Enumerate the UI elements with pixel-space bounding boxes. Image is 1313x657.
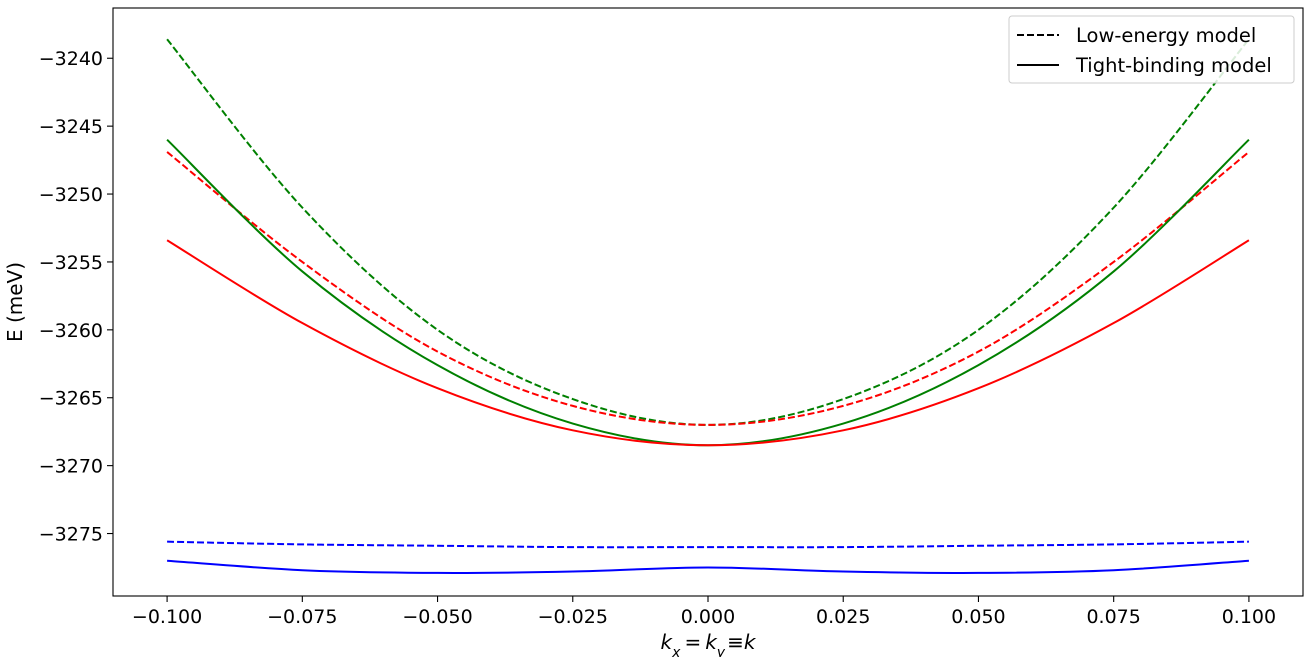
x-tick-label: 0.100: [1222, 606, 1276, 628]
y-tick-label: −3255: [39, 252, 103, 274]
y-tick-label: −3250: [39, 184, 103, 206]
x-tick-label: −0.100: [132, 606, 202, 628]
x-tick-label: −0.075: [267, 606, 337, 628]
x-axis-ticks: −0.100 −0.075 −0.050 −0.025 0.000 0.025 0.050 0…: [132, 596, 1276, 628]
legend-box: [1008, 15, 1295, 84]
legend: Low-energy model Tight-binding model: [1008, 15, 1295, 84]
y-tick-label: −3275: [39, 524, 103, 546]
legend-label-tight-binding: Tight-binding model: [1075, 54, 1272, 77]
x-tick-label: 0.000: [681, 606, 735, 628]
y-tick-label: −3240: [39, 48, 103, 70]
series-line-0: [166, 38, 1250, 426]
plot-frame: [112, 7, 1304, 597]
series-line-2: [166, 139, 1250, 447]
y-axis-ticks: −3240 −3245 −3250 −3255 −3260 −3265 −3270 −3275: [39, 48, 113, 546]
y-tick-label: −3270: [39, 456, 103, 478]
y-tick-label: −3260: [39, 320, 103, 342]
x-tick-label: 0.075: [1086, 606, 1140, 628]
x-tick-label: 0.050: [951, 606, 1005, 628]
legend-label-low-energy: Low-energy model: [1076, 24, 1256, 47]
x-tick-label: −0.050: [402, 606, 472, 628]
y-tick-label: −3245: [39, 116, 103, 138]
y-axis-label: E (meV): [3, 262, 27, 342]
series-line-1: [166, 151, 1250, 426]
series-line-3: [166, 239, 1250, 447]
x-tick-label: −0.025: [538, 606, 608, 628]
series-layer: [166, 38, 1250, 574]
x-tick-label: 0.025: [816, 606, 870, 628]
series-line-4: [167, 540, 1249, 549]
x-axis-label-text: kx = ky ≡k: [661, 630, 757, 657]
y-tick-label: −3265: [39, 388, 103, 410]
x-axis-label: kx = ky ≡k: [661, 630, 757, 657]
series-line-5: [167, 559, 1249, 574]
